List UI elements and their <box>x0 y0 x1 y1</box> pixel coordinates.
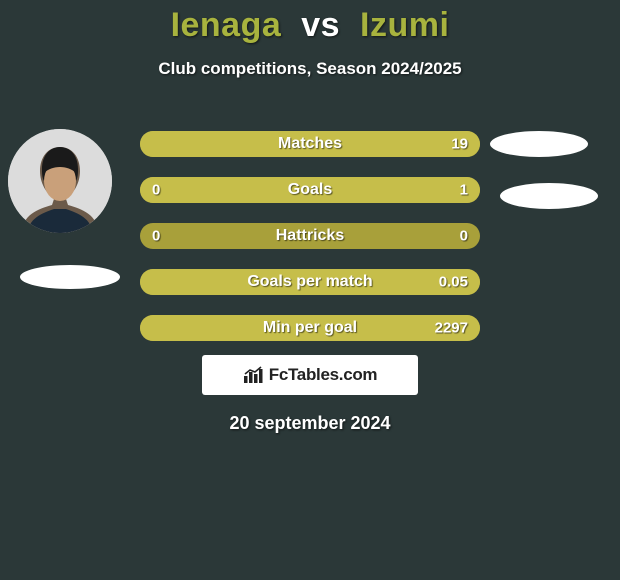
page-title: Ienaga vs Izumi <box>0 0 620 45</box>
stat-value-right: 0 <box>460 228 468 245</box>
stat-row: Goals per match 0.05 <box>140 269 480 295</box>
infographic-root: Ienaga vs Izumi Club competitions, Seaso… <box>0 0 620 580</box>
stat-value-right: 2297 <box>435 320 468 337</box>
stat-value-right: 1 <box>460 182 468 199</box>
title-player2: Izumi <box>360 6 449 44</box>
subtitle: Club competitions, Season 2024/2025 <box>0 59 620 79</box>
player2-oval-2 <box>500 183 598 209</box>
chart-icon <box>243 366 265 384</box>
player1-name-oval <box>20 265 120 289</box>
stat-value-right: 0.05 <box>439 274 468 291</box>
stat-row: Min per goal 2297 <box>140 315 480 341</box>
logo-text: FcTables.com <box>269 365 378 385</box>
stat-row: Matches 19 <box>140 131 480 157</box>
fctables-logo: FcTables.com <box>202 355 418 395</box>
player2-oval-1 <box>490 131 588 157</box>
stat-row: Goals 0 1 <box>140 177 480 203</box>
person-icon <box>8 129 112 233</box>
date: 20 september 2024 <box>0 413 620 434</box>
comparison-area: Matches 19 Goals 0 1 Hattricks 0 0 Goals per mat… <box>0 109 620 349</box>
title-player1: Ienaga <box>171 6 282 44</box>
stat-value-left: 0 <box>152 182 160 199</box>
title-vs: vs <box>301 6 340 44</box>
stat-label: Hattricks <box>276 227 344 245</box>
stat-label: Matches <box>278 135 342 153</box>
stat-label: Min per goal <box>263 319 357 337</box>
player1-avatar <box>8 129 112 233</box>
stat-label: Goals per match <box>247 273 372 291</box>
stat-value-right: 19 <box>451 136 468 153</box>
stat-value-left: 0 <box>152 228 160 245</box>
stat-label: Goals <box>288 181 332 199</box>
stat-row: Hattricks 0 0 <box>140 223 480 249</box>
stat-bars: Matches 19 Goals 0 1 Hattricks 0 0 Goals per mat… <box>140 131 480 361</box>
